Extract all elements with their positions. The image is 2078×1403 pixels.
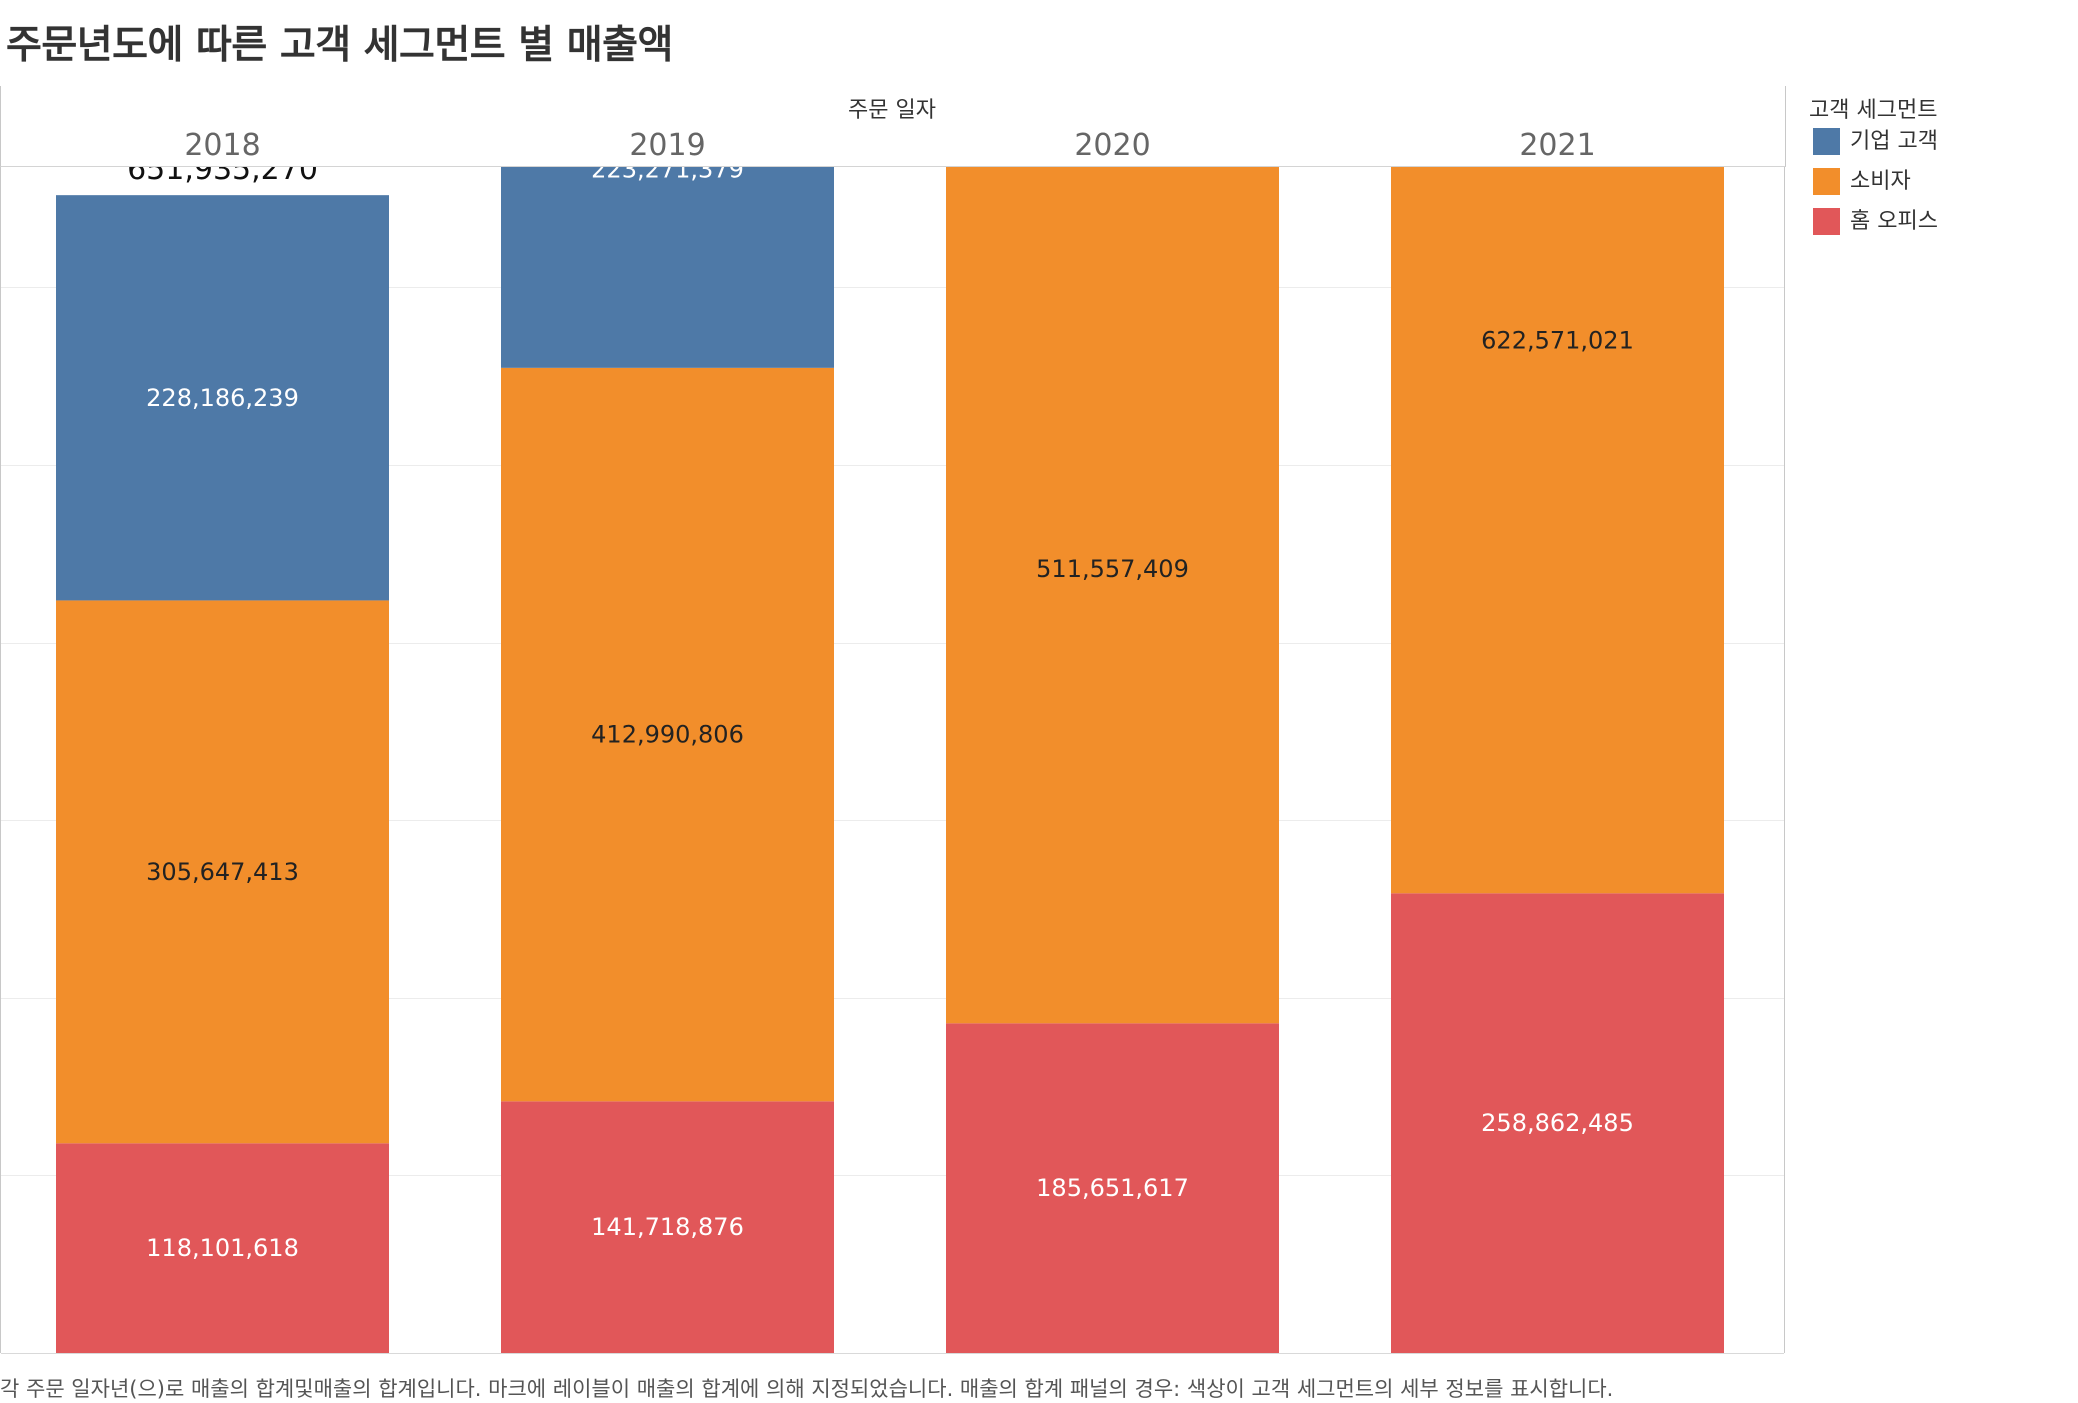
data-label-2018-series-0: 118,101,618 bbox=[146, 1234, 299, 1262]
bar-2021-series-1 bbox=[1391, 167, 1724, 894]
column-header-title: 주문 일자 bbox=[848, 98, 936, 123]
data-label-2021-series-0: 258,862,485 bbox=[1481, 1109, 1634, 1137]
legend-swatch-corporate bbox=[1813, 128, 1840, 155]
year-label-2020: 2020 bbox=[1074, 128, 1151, 163]
bar-2018-series-2 bbox=[56, 195, 389, 601]
bar-2019-series-0 bbox=[501, 1101, 834, 1353]
bar-2018-series-1 bbox=[56, 600, 389, 1144]
data-label-2018-series-1: 305,647,413 bbox=[146, 858, 299, 886]
data-label-2019-series-1: 412,990,806 bbox=[591, 721, 744, 749]
column-header-panel bbox=[0, 86, 1786, 167]
chart-footnote: 각 주문 일자년(으)로 매출의 합계및매출의 합계입니다. 마크에 레이블이 … bbox=[0, 1377, 1614, 1401]
legend-label-corporate: 기업 고객 bbox=[1850, 129, 1938, 154]
year-label-2021: 2021 bbox=[1519, 128, 1596, 163]
bar-2018-series-0 bbox=[56, 1143, 389, 1353]
year-label-2019: 2019 bbox=[629, 128, 706, 163]
bar-2020-series-0 bbox=[946, 1023, 1279, 1353]
legend-swatch-home-office bbox=[1813, 208, 1840, 235]
data-label-2019-series-2: 223,271,379 bbox=[591, 167, 744, 184]
year-label-2018: 2018 bbox=[184, 128, 261, 163]
stacked-bar-chart: 118,101,618 305,647,413 228,186,239 651,935… bbox=[0, 167, 1785, 1354]
data-label-2021-series-1: 622,571,021 bbox=[1481, 326, 1634, 354]
legend-title: 고객 세그먼트 bbox=[1809, 98, 1938, 123]
bar-2021-series-0 bbox=[1391, 893, 1724, 1353]
legend-label-consumer: 소비자 bbox=[1850, 169, 1911, 194]
data-label-2018-series-2: 228,186,239 bbox=[146, 384, 299, 412]
bar-2019-series-1 bbox=[501, 367, 834, 1102]
data-label-2020-series-0: 185,651,617 bbox=[1036, 1174, 1189, 1202]
total-label-2018: 651,935,270 bbox=[127, 167, 318, 187]
data-label-2019-series-0: 141,718,876 bbox=[591, 1213, 744, 1241]
data-label-2020-series-1: 511,557,409 bbox=[1036, 555, 1189, 583]
bar-2019-series-2 bbox=[501, 167, 834, 368]
legend-label-home-office: 홈 오피스 bbox=[1850, 209, 1938, 234]
chart-title: 주문년도에 따른 고객 세그먼트 별 매출액 bbox=[6, 23, 673, 68]
legend-swatch-consumer bbox=[1813, 168, 1840, 195]
bar-2020-series-1 bbox=[946, 167, 1279, 1024]
